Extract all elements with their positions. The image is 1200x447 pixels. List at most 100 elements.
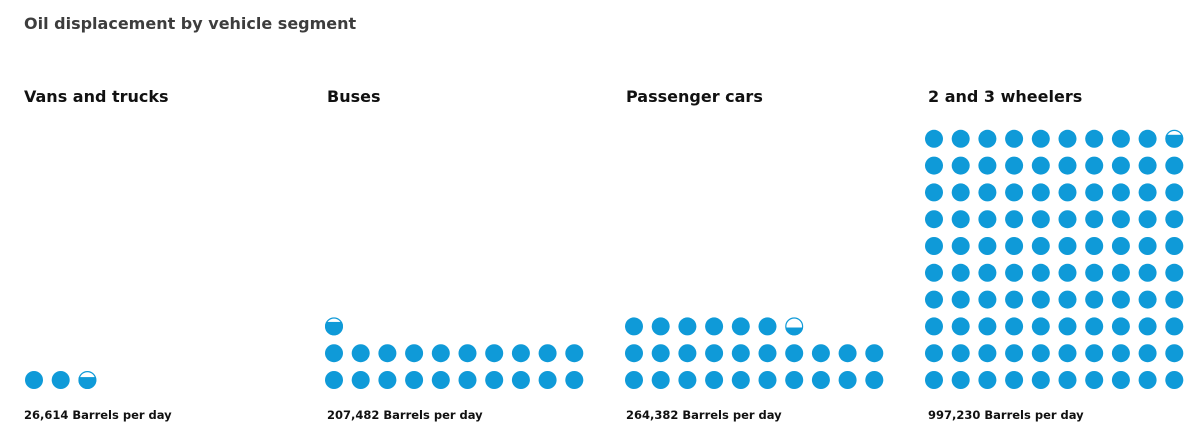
- dot: [1058, 317, 1077, 336]
- dot: [458, 371, 477, 389]
- dot: [1138, 129, 1157, 148]
- dot: [351, 371, 370, 389]
- dot: [678, 344, 697, 363]
- dot: [1138, 263, 1157, 282]
- dot: [925, 317, 943, 336]
- dot: [1005, 290, 1024, 309]
- segment-value-2-and-3-wheelers: 997,230 Barrels per day: [928, 408, 1084, 422]
- dot: [1165, 263, 1184, 282]
- dot: [325, 344, 343, 363]
- dot: [951, 263, 970, 282]
- chart-title: Oil displacement by vehicle segment: [24, 14, 357, 33]
- dot: [538, 371, 557, 389]
- dot: [951, 210, 970, 229]
- dot: [511, 344, 530, 363]
- dot: [1138, 183, 1157, 202]
- dot: [1085, 129, 1104, 148]
- dot: [565, 344, 584, 363]
- dot: [1111, 371, 1130, 389]
- dot: [378, 344, 397, 363]
- partial-dot-outline: [785, 317, 804, 336]
- dot: [951, 317, 970, 336]
- dot: [925, 371, 943, 389]
- partial-dot: [1165, 129, 1184, 148]
- dot: [1085, 290, 1104, 309]
- dot: [978, 129, 997, 148]
- dot: [1165, 237, 1184, 255]
- dot: [978, 263, 997, 282]
- dot: [785, 371, 804, 389]
- dot: [625, 344, 643, 363]
- dot: [1111, 344, 1130, 363]
- dot: [925, 290, 943, 309]
- segment-value-buses: 207,482 Barrels per day: [327, 408, 483, 422]
- dot: [1085, 371, 1104, 389]
- dot: [378, 371, 397, 389]
- dot: [811, 371, 830, 389]
- dot: [1058, 371, 1077, 389]
- dot: [1058, 210, 1077, 229]
- dot: [951, 183, 970, 202]
- segment-title-2-and-3-wheelers: 2 and 3 wheelers: [928, 87, 1083, 106]
- dot: [1031, 237, 1050, 255]
- dot: [1031, 210, 1050, 229]
- dot: [1111, 317, 1130, 336]
- dot: [1165, 183, 1184, 202]
- segment-value-vans-and-trucks: 26,614 Barrels per day: [24, 408, 172, 422]
- dot: [51, 371, 70, 389]
- dot: [1058, 129, 1077, 148]
- dot: [865, 344, 884, 363]
- dot: [511, 371, 530, 389]
- dot: [811, 344, 830, 363]
- dot: [1111, 263, 1130, 282]
- dot: [978, 237, 997, 255]
- dot: [1005, 371, 1024, 389]
- dot: [1138, 317, 1157, 336]
- dots-vans-and-trucks: [25, 371, 97, 390]
- dots-2-and-3-wheelers: [925, 129, 1184, 389]
- partial-dot-outline: [325, 317, 344, 336]
- partial-dot-fill: [1165, 134, 1184, 148]
- dot: [758, 317, 777, 336]
- dot: [838, 344, 857, 363]
- dot: [485, 344, 504, 363]
- dot: [951, 129, 970, 148]
- dot: [651, 371, 670, 389]
- partial-dot-fill: [785, 327, 804, 336]
- dot: [1058, 156, 1077, 175]
- dot: [1138, 344, 1157, 363]
- dot: [1085, 344, 1104, 363]
- partial-dot-outline: [78, 371, 97, 390]
- dot: [25, 371, 43, 389]
- dot: [678, 317, 697, 336]
- dot: [1085, 263, 1104, 282]
- segment-title-buses: Buses: [327, 87, 381, 106]
- dot: [978, 344, 997, 363]
- dot: [678, 371, 697, 389]
- dot: [1111, 156, 1130, 175]
- dot: [651, 317, 670, 336]
- dot: [978, 371, 997, 389]
- dot: [705, 317, 724, 336]
- dot: [1085, 156, 1104, 175]
- dot: [978, 210, 997, 229]
- dot: [1165, 290, 1184, 309]
- dot: [325, 371, 343, 389]
- dot: [1005, 156, 1024, 175]
- dot: [1111, 290, 1130, 309]
- dot: [1165, 371, 1184, 389]
- dot: [731, 317, 750, 336]
- dot: [1031, 183, 1050, 202]
- dot: [951, 156, 970, 175]
- dot: [1005, 183, 1024, 202]
- dot: [1031, 263, 1050, 282]
- dot: [1138, 156, 1157, 175]
- dots-buses: [325, 317, 584, 389]
- dot: [978, 183, 997, 202]
- dot: [865, 371, 884, 389]
- dot: [1058, 344, 1077, 363]
- dot: [1165, 210, 1184, 229]
- dot: [1031, 156, 1050, 175]
- dot: [785, 344, 804, 363]
